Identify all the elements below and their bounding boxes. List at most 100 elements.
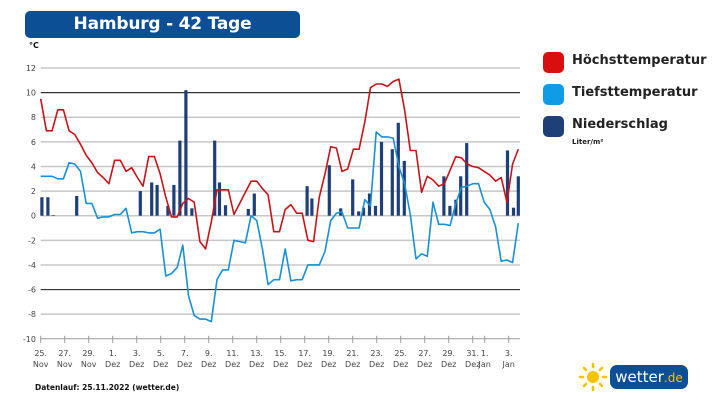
- x-tick-label-day: 27.: [58, 349, 71, 358]
- y-tick-label: 0: [31, 212, 36, 221]
- x-tick-label-month: Nov: [33, 360, 49, 369]
- y-tick-label: 2: [31, 187, 36, 196]
- legend-label: Höchsttemperatur: [572, 53, 707, 68]
- legend-label: Tiefsttemperatur: [572, 85, 698, 100]
- y-tick-label: 8: [31, 113, 36, 122]
- x-tick-label-day: 15.: [274, 349, 287, 358]
- precipitation-bar: [75, 196, 79, 216]
- x-tick-label-day: 25.: [34, 349, 47, 358]
- precipitation-bar: [505, 150, 510, 216]
- precipitation-bar: [442, 176, 446, 216]
- x-tick-label-day: 17.: [298, 349, 311, 358]
- x-tick-label-month: Dez: [201, 360, 216, 369]
- x-tick-label-month: Dez: [249, 360, 264, 369]
- y-tick-label: -6: [28, 286, 36, 295]
- x-tick-label-month: Dez: [321, 360, 336, 369]
- precipitation-bar: [361, 207, 366, 216]
- x-tick-label-day: 3.: [133, 349, 141, 358]
- x-tick-label-month: Dez: [273, 360, 288, 369]
- precipitation-bar: [351, 179, 355, 216]
- y-axis-unit: °C: [29, 41, 39, 50]
- y-tick-label: 12: [26, 64, 36, 73]
- x-tick-label-month: Dez: [153, 360, 168, 369]
- x-tick-label-month: Dez: [129, 360, 144, 369]
- precipitation-bar: [166, 205, 170, 216]
- legend-label: Niederschlag: [572, 117, 668, 132]
- x-tick-label-day: 29.: [442, 349, 455, 358]
- precipitation-bar: [150, 182, 154, 216]
- y-tick-label: -10: [23, 335, 36, 344]
- x-tick-label-month: Nov: [81, 360, 97, 369]
- precipitation-bar: [178, 140, 182, 216]
- precipitation-bar: [40, 197, 44, 216]
- min-temp-line: [40, 131, 520, 323]
- x-tick-label-day: 31.: [466, 349, 479, 358]
- x-tick-label-day: 5.: [157, 349, 165, 358]
- x-tick-label-day: 3.: [505, 349, 513, 358]
- data-run-note: Datenlauf: 25.11.2022 (wetter.de): [35, 383, 180, 392]
- x-tick-label-month: Nov: [57, 360, 73, 369]
- precipitation-bar: [511, 207, 516, 216]
- chart-title: Hamburg - 42 Tage Wettertrend: [25, 11, 300, 61]
- x-tick-label-month: Dez: [345, 360, 360, 369]
- x-tick-label-month: Dez: [369, 360, 384, 369]
- precipitation-bar: [459, 176, 463, 216]
- x-tick-label-day: 13.: [250, 349, 263, 358]
- precipitation-swatch: [543, 116, 564, 137]
- x-tick-label-month: Dez: [393, 360, 408, 369]
- precipitation-bar: [213, 140, 217, 216]
- max-temp-line: [39, 78, 520, 250]
- precipitation-bar: [223, 205, 228, 216]
- precipitation-bar: [184, 90, 188, 216]
- logo-text: wetter.de: [610, 365, 688, 389]
- x-tick-label-day: 1.: [109, 349, 117, 358]
- x-tick-label-day: 23.: [370, 349, 383, 358]
- precipitation-bar: [310, 198, 314, 216]
- precipitation-bar: [454, 199, 458, 216]
- x-tick-label-month: Jan: [478, 360, 491, 369]
- x-tick-label-day: 19.: [322, 349, 335, 358]
- x-tick-label-month: Dez: [297, 360, 312, 369]
- x-tick-label-month: Dez: [105, 360, 120, 369]
- x-tick-label-month: Dez: [465, 360, 480, 369]
- x-tick-label-month: Dez: [441, 360, 456, 369]
- y-tick-label: -2: [28, 236, 36, 245]
- precipitation-bar: [190, 208, 194, 216]
- precipitation-bar: [357, 211, 361, 216]
- x-tick-label-day: 7.: [181, 349, 189, 358]
- precipitation-bar: [465, 143, 469, 216]
- precipitation-unit: Liter/m²: [572, 138, 604, 146]
- x-tick-label-month: Dez: [417, 360, 432, 369]
- x-tick-label-day: 1.: [481, 349, 489, 358]
- min-temp-swatch: [543, 84, 564, 105]
- precipitation-bar: [402, 160, 406, 216]
- x-tick-label-day: 27.: [418, 349, 431, 358]
- y-tick-label: 6: [31, 138, 36, 147]
- max-temp-swatch: [543, 52, 564, 73]
- x-tick-label-day: 9.: [205, 349, 213, 358]
- precipitation-bar: [396, 122, 400, 216]
- sun-icon: [578, 363, 608, 391]
- x-tick-label-day: 25.: [394, 349, 407, 358]
- precipitation-bar: [448, 205, 452, 216]
- precipitation-bar: [305, 186, 309, 216]
- precipitation-bar: [172, 184, 176, 216]
- y-tick-label: -8: [28, 310, 36, 319]
- precipitation-bar: [373, 205, 378, 216]
- y-tick-label: 4: [31, 162, 36, 171]
- precipitation-bar: [252, 193, 256, 216]
- precipitation-bar: [217, 182, 222, 216]
- precipitation-bar: [246, 208, 250, 216]
- x-tick-label-month: Jan: [502, 360, 515, 369]
- precipitation-bar: [51, 215, 55, 216]
- wetter-de-logo[interactable]: wetter.de: [578, 363, 690, 391]
- x-tick-label-month: Dez: [177, 360, 192, 369]
- x-tick-label-day: 21.: [346, 349, 359, 358]
- precipitation-bar: [379, 141, 384, 216]
- x-tick-label-day: 29.: [82, 349, 95, 358]
- precipitation-bar: [155, 184, 159, 216]
- precipitation-bar: [46, 197, 50, 216]
- precipitation-bar: [327, 165, 331, 216]
- x-tick-label-day: 11.: [226, 349, 239, 358]
